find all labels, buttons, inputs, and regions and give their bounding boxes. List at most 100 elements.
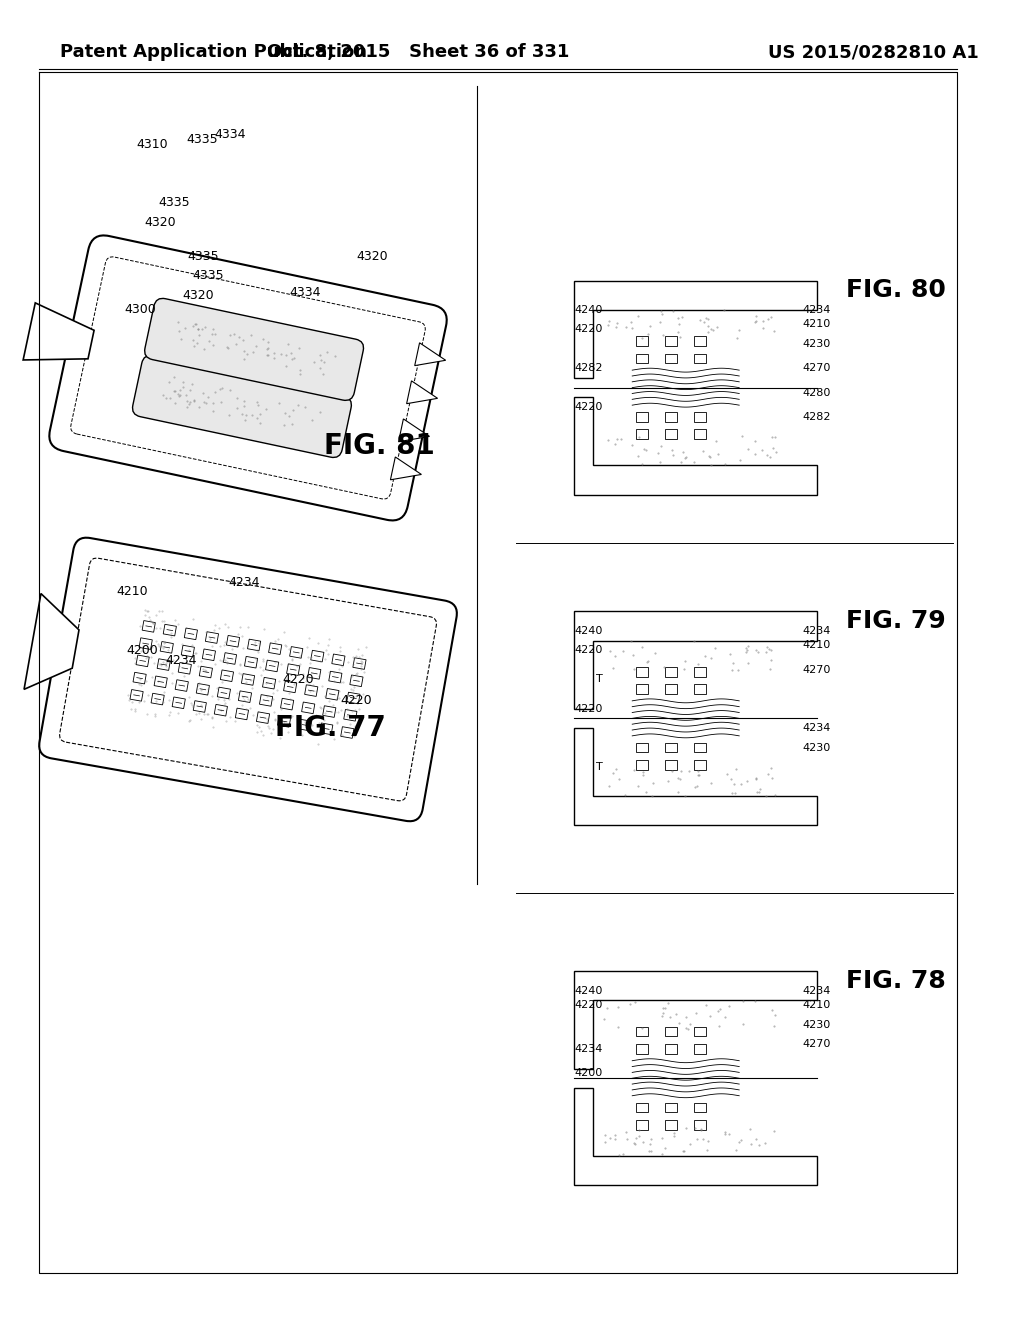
Polygon shape <box>24 594 79 689</box>
Polygon shape <box>573 1088 817 1185</box>
Text: 4234: 4234 <box>165 653 197 667</box>
FancyBboxPatch shape <box>144 298 364 400</box>
Bar <box>636 412 648 421</box>
Text: 4210: 4210 <box>803 319 830 330</box>
Bar <box>200 667 212 678</box>
Text: 4234: 4234 <box>803 626 830 636</box>
Text: 4300: 4300 <box>125 304 157 317</box>
Text: 4234: 4234 <box>574 1044 603 1055</box>
Bar <box>259 694 272 706</box>
Polygon shape <box>415 343 445 366</box>
Polygon shape <box>24 302 94 360</box>
Text: 4240: 4240 <box>574 986 603 995</box>
Polygon shape <box>573 281 817 378</box>
Text: 4282: 4282 <box>574 363 603 374</box>
Bar <box>694 337 707 346</box>
Bar <box>666 1044 677 1053</box>
Bar <box>220 671 233 681</box>
Bar <box>666 337 677 346</box>
Bar <box>329 672 342 682</box>
Bar <box>299 719 311 731</box>
Bar <box>636 760 648 770</box>
Bar <box>636 1102 648 1113</box>
Bar <box>323 706 336 717</box>
Bar <box>160 642 173 653</box>
Bar <box>302 702 314 714</box>
Polygon shape <box>398 418 429 442</box>
Bar <box>136 655 150 667</box>
Text: 4220: 4220 <box>574 325 603 334</box>
Text: 4334: 4334 <box>290 286 322 298</box>
Bar <box>694 412 707 421</box>
Text: 4220: 4220 <box>574 704 603 714</box>
Bar <box>666 429 677 440</box>
Bar <box>694 684 707 694</box>
Bar <box>245 656 258 668</box>
Bar <box>344 709 357 721</box>
Text: 4335: 4335 <box>193 269 224 282</box>
Bar <box>284 681 297 693</box>
Bar <box>262 677 275 689</box>
Bar <box>268 643 282 655</box>
Bar <box>353 657 366 669</box>
FancyBboxPatch shape <box>39 537 457 821</box>
Text: 4220: 4220 <box>282 673 313 686</box>
Polygon shape <box>573 611 817 709</box>
Bar <box>636 337 648 346</box>
Text: 4220: 4220 <box>340 694 372 708</box>
Text: T: T <box>596 762 603 772</box>
Text: Patent Application Publication: Patent Application Publication <box>60 44 368 61</box>
Bar <box>332 653 345 665</box>
Bar <box>666 354 677 363</box>
Bar <box>310 651 324 661</box>
Bar <box>666 760 677 770</box>
Bar <box>305 685 317 697</box>
Text: 4240: 4240 <box>574 305 603 315</box>
Polygon shape <box>407 381 437 404</box>
Bar <box>694 667 707 677</box>
Bar <box>694 429 707 440</box>
Bar <box>287 664 300 676</box>
Bar <box>206 632 218 643</box>
Text: FIG. 81: FIG. 81 <box>324 432 435 459</box>
Bar <box>636 1027 648 1036</box>
Text: 4320: 4320 <box>144 215 175 228</box>
Bar <box>694 1044 707 1053</box>
Bar <box>341 727 354 738</box>
Bar <box>319 723 333 735</box>
Text: 4230: 4230 <box>803 743 830 752</box>
Bar <box>142 620 156 632</box>
Bar <box>163 624 176 636</box>
Bar <box>172 697 185 709</box>
Bar <box>694 1121 707 1130</box>
Text: FIG. 79: FIG. 79 <box>846 609 946 634</box>
Text: 4270: 4270 <box>803 1039 830 1049</box>
Text: 4320: 4320 <box>183 289 214 302</box>
Bar <box>666 684 677 694</box>
Text: 4234: 4234 <box>803 986 830 995</box>
Bar <box>636 684 648 694</box>
Text: 4240: 4240 <box>574 626 603 636</box>
Polygon shape <box>573 397 817 495</box>
Text: 4282: 4282 <box>803 412 830 422</box>
Text: 4230: 4230 <box>803 1020 830 1030</box>
Bar <box>666 1102 677 1113</box>
Bar <box>130 689 143 701</box>
Bar <box>278 715 291 727</box>
Text: 4200: 4200 <box>126 644 158 657</box>
Polygon shape <box>390 457 422 479</box>
Bar <box>666 667 677 677</box>
Bar <box>636 1044 648 1053</box>
Polygon shape <box>573 729 817 825</box>
Bar <box>152 693 164 705</box>
Bar <box>307 668 321 680</box>
Bar <box>694 354 707 363</box>
Bar <box>666 743 677 752</box>
FancyBboxPatch shape <box>132 355 351 458</box>
Bar <box>694 743 707 752</box>
Bar <box>226 635 240 647</box>
Text: 4210: 4210 <box>117 585 148 598</box>
Text: 4335: 4335 <box>187 249 219 263</box>
Text: 4334: 4334 <box>214 128 246 141</box>
Bar <box>666 1121 677 1130</box>
